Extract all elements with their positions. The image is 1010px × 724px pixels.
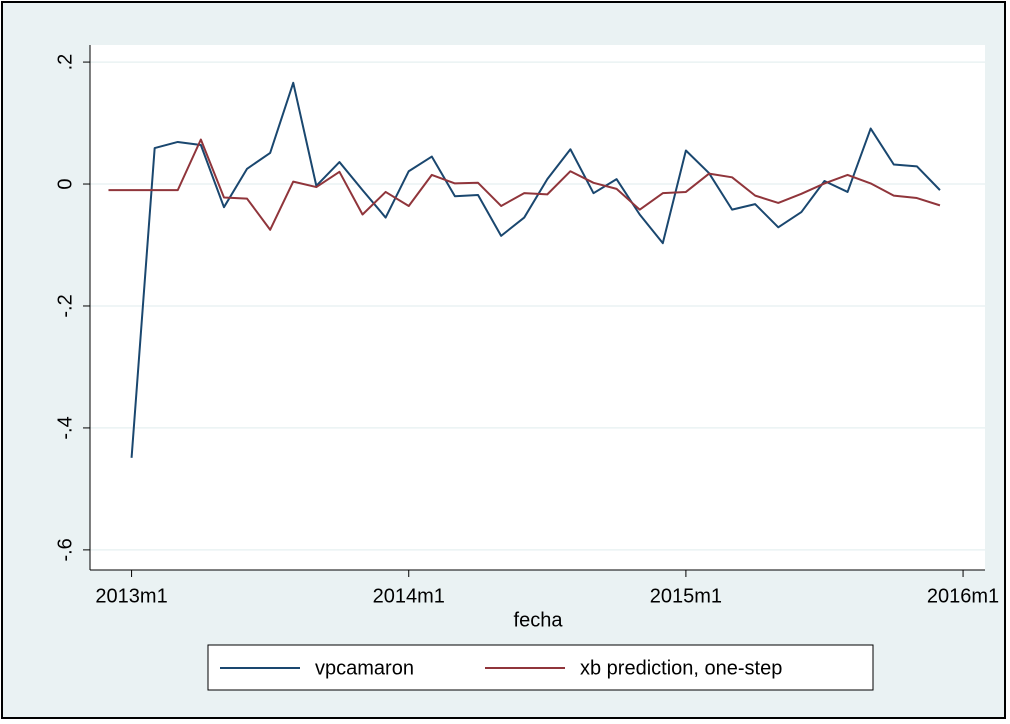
plot-area — [90, 45, 985, 570]
x-tick-label: 2016m1 — [927, 585, 999, 607]
series-line — [108, 138, 941, 231]
x-axis-title: fecha — [514, 609, 564, 631]
y-tick-label: -.6 — [54, 538, 76, 561]
y-tick-label: -.4 — [54, 416, 76, 439]
y-tick-label: 0 — [54, 178, 76, 189]
series-line — [130, 81, 941, 458]
x-tick-label: 2015m1 — [650, 585, 722, 607]
y-tick-label: .2 — [54, 54, 76, 71]
legend-label: xb prediction, one-step — [580, 657, 782, 679]
legend-label: vpcamaron — [315, 657, 414, 679]
y-tick-label: -.2 — [54, 294, 76, 317]
x-tick-label: 2014m1 — [373, 585, 445, 607]
x-tick-label: 2013m1 — [95, 585, 167, 607]
